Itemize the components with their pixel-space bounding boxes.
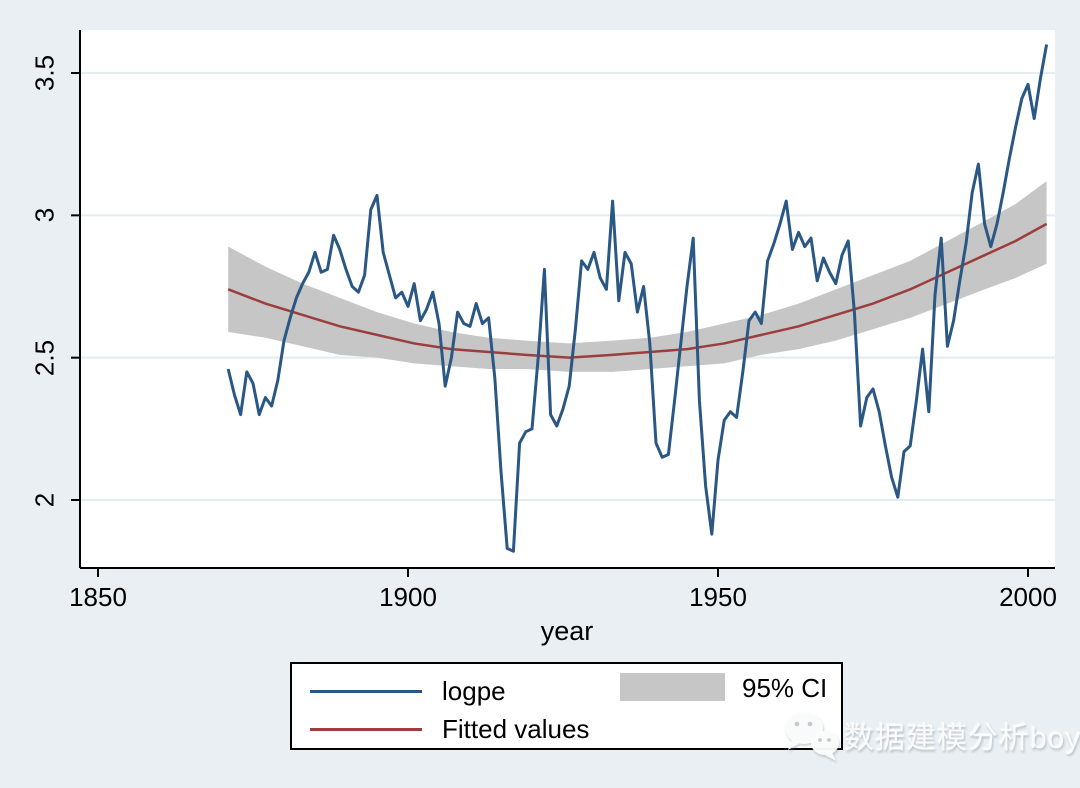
legend-label-logpe: logpe: [442, 676, 506, 706]
legend: logpe Fitted values 95% CI: [290, 662, 843, 750]
y-tick-label: 2.5: [29, 339, 60, 376]
legend-label-ci: 95% CI: [742, 673, 828, 703]
logpe-line: [226, 44, 1049, 553]
x-tick-label: 2000: [999, 582, 1057, 612]
x-tick-label: 1900: [379, 582, 437, 612]
legend-swatch-ci: [620, 673, 725, 701]
watermark-text: 数据建模分析boy: [844, 722, 1080, 755]
x-axis-title: year: [540, 616, 594, 646]
ci-band: [228, 181, 1047, 372]
legend-label-fitted: Fitted values: [442, 714, 590, 744]
wechat-icon: [785, 712, 839, 761]
legend-line-logpe: [310, 690, 422, 693]
y-tick-label: 2: [29, 492, 60, 508]
legend-line-fitted: [310, 728, 422, 731]
y-tick-label: 3.5: [29, 54, 60, 92]
x-tick-label: 1950: [689, 582, 747, 612]
y-tick-label: 3: [29, 208, 60, 223]
watermark: 数据建模分析boy: [782, 706, 1080, 764]
x-tick-label: 1850: [69, 582, 127, 612]
